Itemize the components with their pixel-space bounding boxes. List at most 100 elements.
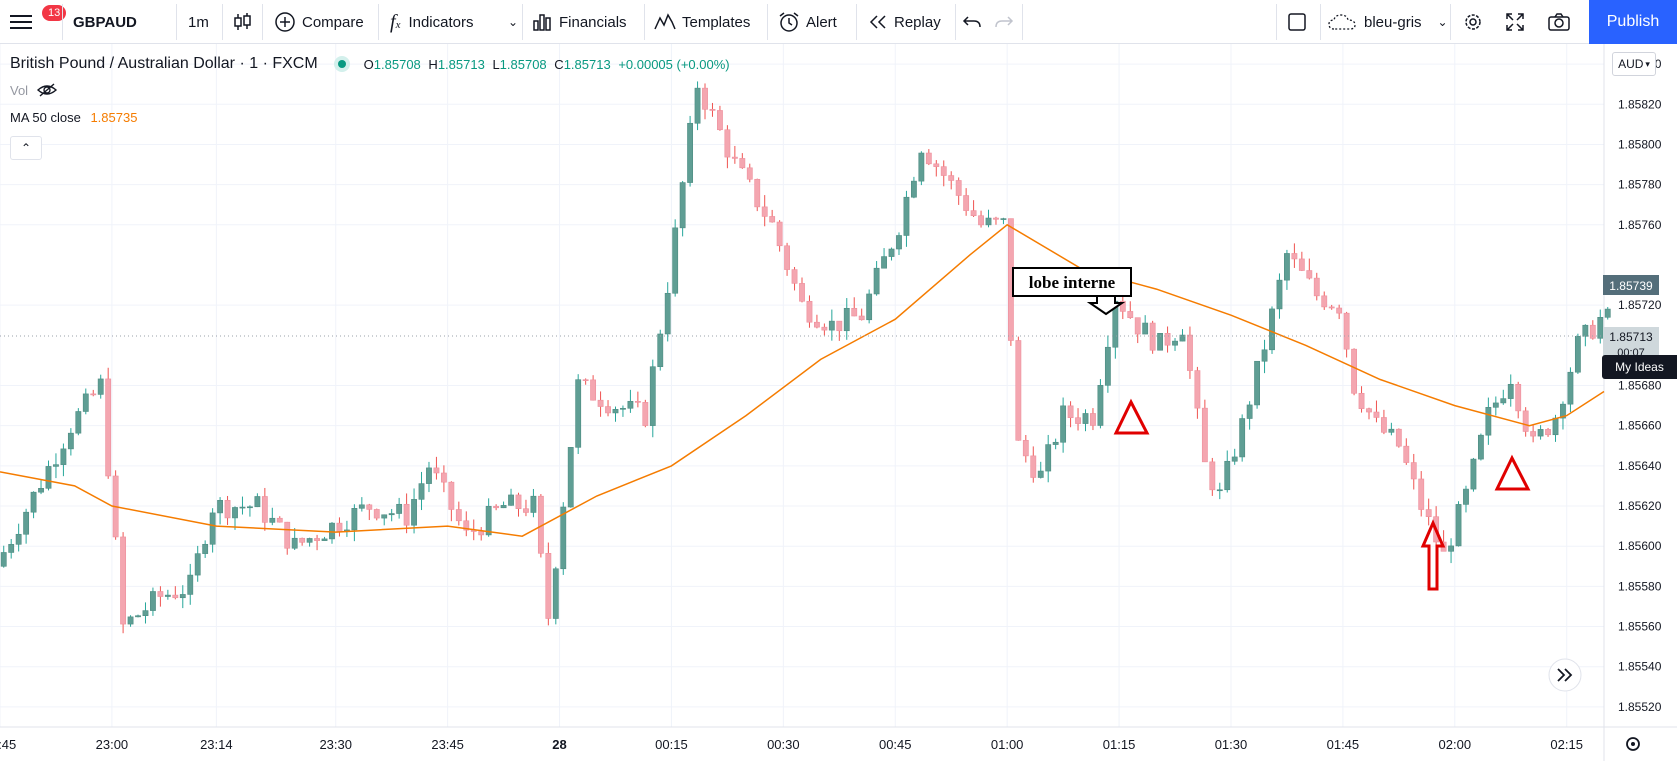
fullscreen-frame-button[interactable] — [1287, 0, 1311, 44]
candle-up — [1567, 367, 1574, 413]
candle-down — [366, 503, 373, 521]
candle-up — [828, 309, 835, 341]
snapshot-button[interactable] — [1548, 0, 1572, 44]
candle-down — [1321, 291, 1328, 310]
candle-down — [776, 220, 783, 252]
undo-icon — [962, 16, 981, 28]
candle-up — [38, 480, 44, 495]
candle-down — [1410, 453, 1417, 490]
publish-button[interactable]: Publish — [1589, 0, 1677, 44]
candle-up — [23, 508, 30, 544]
time-tick-label: 01:45 — [1327, 737, 1360, 752]
symbol-search[interactable]: GBPAUD — [73, 13, 137, 31]
candle-down — [157, 586, 164, 607]
candle-up — [418, 471, 425, 511]
ma-legend[interactable]: MA 50 close 1.85735 — [10, 110, 138, 125]
candle-up — [1261, 339, 1268, 374]
candle-up — [67, 428, 74, 456]
candle-down — [731, 145, 738, 164]
symbol-title[interactable]: British Pound / Australian Dollar · 1 · … — [10, 55, 318, 72]
time-tick-label: 01:00 — [991, 737, 1024, 752]
undo-button[interactable] — [962, 0, 986, 44]
plus-circle-icon — [275, 12, 295, 32]
ohlc-values: O1.85708 H1.85713 L1.85708 C1.85713 +0.0… — [363, 56, 730, 72]
menu-button[interactable]: 13 — [10, 0, 67, 44]
candle-down — [1343, 311, 1350, 358]
layout-select[interactable]: bleu-gris ⌄ — [1328, 0, 1448, 44]
interval-button[interactable]: 1m — [188, 13, 209, 31]
candle-down — [970, 200, 977, 217]
annotation-triangle-1 — [1113, 398, 1150, 435]
candle-down — [1015, 336, 1022, 441]
candle-up — [164, 589, 171, 600]
candle-up — [1276, 273, 1283, 319]
eye-hidden-icon[interactable] — [36, 82, 58, 98]
my-ideas-tab[interactable]: My Ideas — [1602, 355, 1677, 379]
candle-down — [90, 389, 97, 397]
time-tick-label: 23:14 — [200, 737, 233, 752]
candle-down — [858, 308, 865, 321]
candle-up — [209, 508, 216, 553]
scroll-to-realtime-button[interactable] — [1548, 658, 1582, 692]
candle-up — [329, 522, 335, 544]
redo-icon — [995, 16, 1014, 28]
candle-up — [187, 563, 194, 605]
replay-button[interactable]: Replay — [868, 0, 958, 44]
candle-down — [299, 537, 306, 546]
redo-button[interactable] — [994, 0, 1018, 44]
candle-up — [53, 453, 59, 479]
candle-up — [1172, 338, 1178, 351]
compare-button[interactable]: Compare — [274, 0, 374, 44]
candle-up — [60, 443, 67, 477]
time-tick-label: 23:45 — [431, 737, 464, 752]
candle-up — [1045, 434, 1052, 483]
financials-button[interactable]: Financials — [532, 0, 642, 44]
candle-down — [1164, 326, 1171, 353]
candle-down — [791, 266, 798, 291]
candle-down — [1515, 381, 1522, 419]
chart-type-button[interactable] — [232, 0, 256, 44]
candles-icon — [234, 13, 251, 30]
candle-down — [403, 493, 410, 534]
candle-down — [478, 527, 485, 541]
candle-up — [664, 282, 671, 342]
candle-up — [1507, 374, 1514, 407]
time-tick-label: 23:30 — [319, 737, 352, 752]
annotation-text-box[interactable]: lobe interne — [1012, 267, 1132, 297]
time-tick-label: 01:30 — [1215, 737, 1248, 752]
candle-down — [582, 378, 589, 385]
candle-down — [224, 495, 231, 525]
candle-up — [135, 614, 141, 618]
hamburger-icon — [10, 15, 32, 29]
candle-up — [426, 461, 432, 493]
candle-down — [523, 499, 529, 517]
candle-up — [1560, 401, 1566, 430]
candle-up — [500, 501, 507, 509]
volume-legend[interactable]: Vol — [10, 82, 58, 98]
currency-select[interactable]: AUD ▾ — [1612, 52, 1656, 76]
rewind-icon — [869, 15, 886, 29]
candle-up — [358, 497, 365, 512]
candle-down — [993, 216, 999, 225]
templates-button[interactable]: Templates — [654, 0, 764, 44]
gear-icon[interactable] — [1626, 737, 1640, 751]
cloud-icon — [1328, 14, 1356, 30]
price-axis: 1.858401.858201.858001.857801.857601.857… — [1618, 57, 1662, 714]
collapse-legend-button[interactable]: ⌃ — [10, 136, 42, 160]
candle-up — [1000, 217, 1007, 225]
candle-up — [1492, 396, 1499, 416]
candle-up — [306, 537, 313, 547]
indicators-button[interactable]: fx Indicators ⌄ — [390, 10, 519, 33]
candle-up — [142, 602, 149, 624]
alert-button[interactable]: Alert — [778, 0, 848, 44]
candle-down — [1373, 400, 1380, 423]
settings-button[interactable] — [1462, 0, 1486, 44]
candle-down — [933, 160, 940, 177]
chevron-down-icon[interactable]: ⌄ — [508, 15, 519, 29]
candle-down — [940, 160, 947, 187]
fullscreen-button[interactable] — [1505, 0, 1529, 44]
candle-up — [8, 539, 15, 559]
candle-down — [769, 209, 776, 223]
candle-up — [1485, 397, 1492, 445]
